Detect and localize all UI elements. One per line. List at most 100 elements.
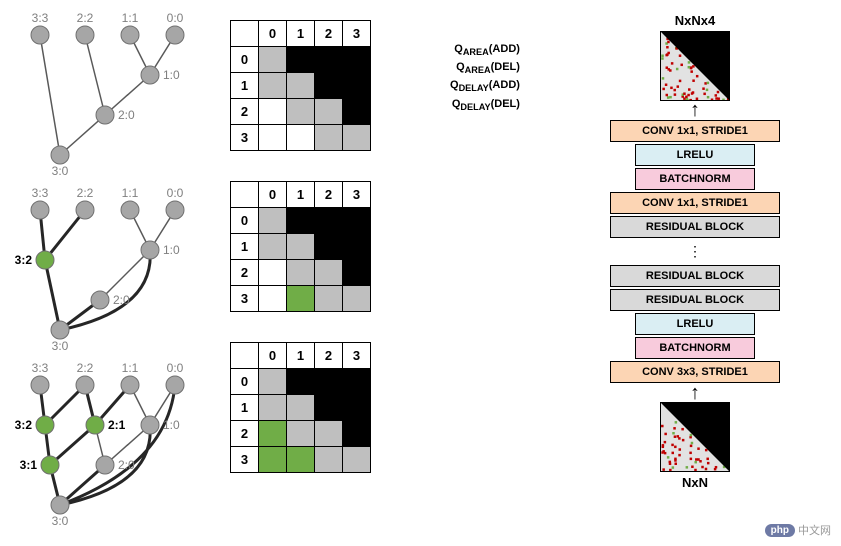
nn-layer-block: BATCHNORM (635, 337, 755, 359)
php-badge: php (765, 524, 795, 537)
svg-text:1:1: 1:1 (122, 11, 139, 25)
grid-cell (315, 125, 343, 151)
grid-cell (343, 260, 371, 286)
grid-cell (343, 99, 371, 125)
grid-cell (343, 73, 371, 99)
grid-cell (259, 234, 287, 260)
grid-cell (315, 286, 343, 312)
tree-diagram-0: 3:32:21:10:01:02:03:0 (10, 10, 210, 180)
nn-layer-block: RESIDUAL BLOCK (610, 289, 780, 311)
svg-text:1:0: 1:0 (163, 243, 180, 257)
grid-col-header: 3 (343, 21, 371, 47)
grid-cell (259, 125, 287, 151)
grid-cell (315, 99, 343, 125)
grid-cell (259, 208, 287, 234)
grid-cell (259, 47, 287, 73)
svg-text:2:0: 2:0 (118, 458, 135, 472)
grid-cell (343, 286, 371, 312)
grid-cell (315, 369, 343, 395)
grid-cell (343, 395, 371, 421)
grid-cell (315, 73, 343, 99)
input-shape-label: NxN (682, 475, 708, 490)
grid-col-header: 0 (259, 21, 287, 47)
grids-column: 012301230123012301230123 (220, 0, 420, 546)
grid-cell (315, 208, 343, 234)
svg-text:1:1: 1:1 (122, 361, 139, 375)
svg-text:0:0: 0:0 (167, 11, 184, 25)
trees-column: 3:32:21:10:01:02:03:03:32:21:10:03:21:02… (0, 0, 220, 546)
q-label: QAREA(ADD) (450, 42, 520, 60)
svg-text:2:1: 2:1 (108, 418, 126, 432)
grid-row-header: 3 (231, 447, 259, 473)
grid-row-header: 2 (231, 99, 259, 125)
grid-cell (343, 208, 371, 234)
grid-row-header: 0 (231, 47, 259, 73)
nn-column: QAREA(ADD)QAREA(DEL)QDELAY(ADD)QDELAY(DE… (420, 0, 841, 546)
grid-cell (259, 260, 287, 286)
grid-col-header: 2 (315, 343, 343, 369)
output-matrix (660, 31, 730, 101)
grid-cell (287, 208, 315, 234)
svg-text:2:2: 2:2 (77, 186, 94, 200)
grid-row-header: 3 (231, 125, 259, 151)
grid-col-header: 1 (287, 21, 315, 47)
grid-cell (315, 447, 343, 473)
svg-text:3:3: 3:3 (32, 361, 49, 375)
nn-layer-block: RESIDUAL BLOCK (610, 216, 780, 238)
svg-text:3:0: 3:0 (52, 164, 69, 178)
grid-col-header: 0 (259, 182, 287, 208)
svg-text:1:0: 1:0 (163, 68, 180, 82)
grid-row-header: 2 (231, 260, 259, 286)
grid-cell (343, 421, 371, 447)
up-arrow-icon: ↑ (690, 386, 700, 400)
grid-cell (259, 286, 287, 312)
q-label: QAREA(DEL) (450, 60, 520, 78)
q-label: QDELAY(DEL) (450, 97, 520, 115)
grid-row-header: 0 (231, 369, 259, 395)
grid-col-header: 2 (315, 182, 343, 208)
svg-text:1:1: 1:1 (122, 186, 139, 200)
grid-cell (259, 395, 287, 421)
tree-diagram-2: 3:32:21:10:03:22:11:03:12:03:0 (10, 360, 210, 530)
svg-text:3:0: 3:0 (52, 339, 69, 353)
grid-cell (287, 47, 315, 73)
adjacency-grid-1: 01230123 (230, 181, 410, 312)
grid-row-header: 1 (231, 73, 259, 99)
svg-text:2:2: 2:2 (77, 11, 94, 25)
q-output-labels: QAREA(ADD)QAREA(DEL)QDELAY(ADD)QDELAY(DE… (450, 42, 520, 115)
grid-cell (259, 447, 287, 473)
grid-cell (343, 234, 371, 260)
svg-text:2:2: 2:2 (77, 361, 94, 375)
grid-col-header: 1 (287, 343, 315, 369)
grid-row-header: 3 (231, 286, 259, 312)
grid-cell (287, 73, 315, 99)
grid-row-header: 2 (231, 421, 259, 447)
nn-layer-block: RESIDUAL BLOCK (610, 265, 780, 287)
nn-architecture: NxNx4↑CONV 1x1, STRIDE1LRELUBATCHNORMCON… (580, 10, 810, 493)
svg-text:3:0: 3:0 (52, 514, 69, 528)
grid-cell (343, 125, 371, 151)
grid-cell (287, 286, 315, 312)
grid-col-header: 0 (259, 343, 287, 369)
grid-cell (343, 369, 371, 395)
svg-text:2:0: 2:0 (113, 293, 130, 307)
grid-cell (287, 447, 315, 473)
output-shape-label: NxNx4 (675, 13, 715, 28)
grid-row-header: 0 (231, 208, 259, 234)
grid-col-header: 1 (287, 182, 315, 208)
svg-text:3:3: 3:3 (32, 11, 49, 25)
grid-cell (315, 47, 343, 73)
grid-cell (315, 260, 343, 286)
svg-text:3:3: 3:3 (32, 186, 49, 200)
svg-text:1:0: 1:0 (163, 418, 180, 432)
grid-cell (287, 125, 315, 151)
adjacency-grid-2: 01230123 (230, 342, 410, 473)
nn-layer-block: LRELU (635, 313, 755, 335)
svg-text:0:0: 0:0 (167, 186, 184, 200)
nn-layer-block: BATCHNORM (635, 168, 755, 190)
svg-text:3:2: 3:2 (15, 253, 33, 267)
grid-cell (287, 234, 315, 260)
grid-row-header: 1 (231, 234, 259, 260)
grid-cell (259, 369, 287, 395)
grid-col-header: 3 (343, 182, 371, 208)
